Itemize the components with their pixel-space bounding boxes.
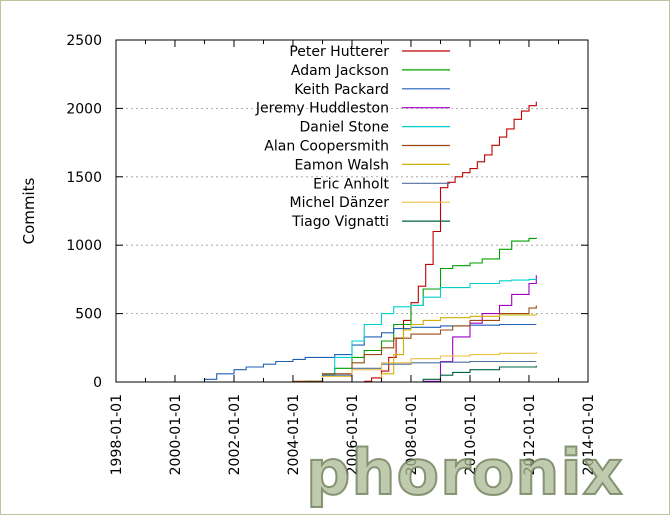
y-tick-label-5: 2500 — [66, 33, 102, 49]
series-line-9 — [411, 365, 537, 383]
x-tick-label-3: 2004-01-01 — [286, 394, 302, 475]
series-line-3 — [423, 275, 537, 382]
legend-label-3: Jeremy Huddleston — [255, 101, 389, 117]
series-line-7 — [293, 360, 537, 383]
x-tick-label-4: 2006-01-01 — [345, 394, 361, 475]
y-tick-label-1: 500 — [75, 307, 102, 323]
x-tick-label-0: 1998-01-01 — [109, 394, 125, 475]
legend-label-5: Alan Coopersmith — [264, 139, 389, 155]
y-tick-label-4: 2000 — [66, 101, 102, 117]
series-line-4 — [305, 278, 537, 383]
x-tick-label-5: 2008-01-01 — [404, 394, 420, 475]
x-tick-label-1: 2000-01-01 — [168, 394, 184, 475]
y-tick-label-2: 1000 — [66, 238, 102, 254]
x-tick-label-2: 2002-01-01 — [227, 394, 243, 475]
legend-label-6: Eamon Walsh — [294, 157, 389, 173]
series-line-0 — [364, 101, 537, 382]
x-tick-label-8: 2014-01-01 — [581, 394, 597, 475]
legend-label-1: Adam Jackson — [291, 63, 389, 79]
x-tick-label-6: 2010-01-01 — [463, 394, 479, 475]
series-line-1 — [305, 237, 537, 382]
series-line-5 — [293, 305, 537, 382]
grid-lines — [116, 108, 588, 315]
legend-label-7: Eric Anholt — [313, 176, 389, 192]
legend-label-0: Peter Hutterer — [289, 44, 389, 60]
legend: Peter Hutterer Adam Jackson Keith Packard J… — [255, 44, 450, 230]
y-axis-title: Commits — [20, 177, 38, 244]
axis-ticks: 0 500 1000 1500 2000 2500 1998-01-01 2000-01-01… — [66, 33, 597, 475]
x-tick-label-7: 2012-01-01 — [522, 394, 538, 475]
series-line-8 — [293, 351, 537, 383]
series-line-6 — [364, 314, 537, 383]
series-lines — [128, 101, 537, 383]
legend-label-9: Tiago Vignatti — [291, 214, 389, 230]
phoronix-watermark: phoronix — [306, 436, 624, 509]
legend-label-2: Keith Packard — [294, 82, 389, 98]
y-tick-label-0: 0 — [93, 375, 102, 391]
y-tick-label-3: 1500 — [66, 170, 102, 186]
legend-label-8: Michel Dänzer — [290, 195, 390, 211]
legend-label-4: Daniel Stone — [299, 120, 389, 136]
